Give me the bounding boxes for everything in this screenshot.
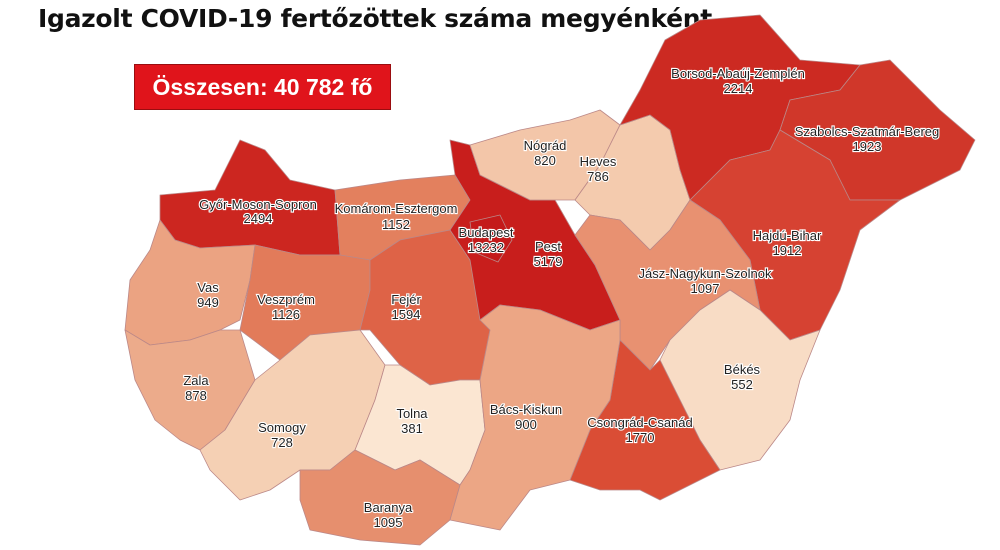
label-hajdu-name: Hajdú-Bihar xyxy=(753,228,822,243)
label-pest-value: 5179 xyxy=(534,254,563,269)
label-csongrad-value: 1770 xyxy=(626,430,655,445)
label-somogy-value: 728 xyxy=(271,435,293,450)
label-borsod-value: 2214 xyxy=(724,81,753,96)
label-budapest-value: 13232 xyxy=(468,240,504,255)
label-gyor-value: 2494 xyxy=(244,211,273,226)
label-tolna-value: 381 xyxy=(401,421,423,436)
label-zala-value: 878 xyxy=(185,388,207,403)
label-bacs-name: Bács-Kiskun xyxy=(490,402,562,417)
label-baranya-value: 1095 xyxy=(374,515,403,530)
label-baranya-name: Baranya xyxy=(364,500,413,515)
label-fejer-name: Fejér xyxy=(391,292,421,307)
label-zala-name: Zala xyxy=(183,373,209,388)
county-bacs xyxy=(449,304,621,531)
label-nograd-value: 820 xyxy=(534,153,556,168)
label-borsod-name: Borsod-Abaúj-Zemplén xyxy=(671,66,805,81)
label-hajdu-value: 1912 xyxy=(773,243,802,258)
label-heves-name: Heves xyxy=(580,154,617,169)
label-komarom-name: Komárom-Esztergom xyxy=(335,201,458,216)
total-cases-badge: Összesen: 40 782 fő xyxy=(134,64,391,110)
label-jasz-name: Jász-Nagykun-Szolnok xyxy=(639,266,772,281)
label-veszprem-name: Veszprém xyxy=(257,292,315,307)
label-somogy-name: Somogy xyxy=(258,420,306,435)
label-heves-value: 786 xyxy=(587,169,609,184)
label-gyor-name: Győr-Moson-Sopron xyxy=(199,197,317,212)
label-jasz-value: 1097 xyxy=(691,281,720,296)
label-szabolcs-value: 1923 xyxy=(853,139,882,154)
label-komarom-value: 1152 xyxy=(382,217,410,232)
label-szabolcs-name: Szabolcs-Szatmár-Bereg xyxy=(795,124,940,139)
label-budapest-name: Budapest xyxy=(459,225,514,240)
label-veszprem-value: 1126 xyxy=(272,307,300,322)
label-tolna-name: Tolna xyxy=(396,406,428,421)
label-vas-value: 949 xyxy=(197,295,219,310)
label-pest-name: Pest xyxy=(535,239,561,254)
label-csongrad-name: Csongrád-Csanád xyxy=(587,415,693,430)
county-budapest xyxy=(469,214,513,263)
map-title: Igazolt COVID-19 fertőzöttek száma megyé… xyxy=(38,4,712,33)
label-nograd-name: Nógrád xyxy=(524,138,567,153)
label-vas-name: Vas xyxy=(197,280,219,295)
label-bacs-value: 900 xyxy=(515,417,537,432)
label-bekes-value: 552 xyxy=(731,377,753,392)
label-bekes-name: Békés xyxy=(724,362,761,377)
label-fejer-value: 1594 xyxy=(392,307,421,322)
